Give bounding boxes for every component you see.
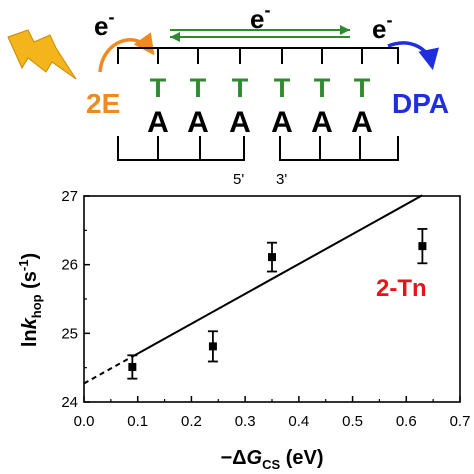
y-axis-label: lnkhop (s-1) — [16, 253, 44, 347]
point-marker — [128, 362, 137, 371]
data-point — [267, 241, 277, 273]
electron-right-label: e- — [372, 10, 392, 44]
x-tick-label: 0.6 — [396, 413, 417, 430]
series-annotation: 2-Tn — [376, 275, 427, 302]
y-tick-label: 24 — [61, 394, 78, 411]
thymine-base: T — [190, 73, 207, 103]
fit-line-solid — [131, 194, 423, 358]
y-axis-ticks: 24 25 26 27 — [61, 188, 90, 411]
adenine-base: A — [271, 106, 293, 139]
x-axis-label: −ΔGCS (eV) — [220, 447, 323, 472]
x-axis-ticks: 0.0 0.1 0.2 0.3 0.4 0.5 0.6 0.7 — [74, 396, 471, 430]
adenine-base: A — [147, 106, 169, 139]
bottom-backbone — [117, 136, 399, 161]
x-tick-label: 0.7 — [450, 413, 471, 430]
five-prime-label: 5' — [233, 171, 244, 188]
data-point — [127, 354, 138, 380]
thymine-base: T — [314, 73, 331, 103]
x-tick-label: 0.2 — [181, 413, 202, 430]
donor-label: 2E — [86, 88, 120, 119]
adenine-base: A — [187, 106, 209, 139]
y-tick-label: 25 — [61, 325, 78, 342]
electron-left-label: e- — [94, 7, 114, 41]
injection-arrow — [98, 32, 155, 73]
y-tick-label: 27 — [61, 188, 78, 205]
trapping-arrow — [387, 41, 439, 71]
electron-middle-label: e- — [250, 0, 270, 34]
thymine-base: T — [232, 73, 249, 103]
y-tick-label: 26 — [61, 257, 78, 274]
x-tick-label: 0.0 — [74, 413, 95, 430]
data-points — [127, 228, 428, 380]
x-tick-label: 0.3 — [235, 413, 256, 430]
adenine-base: A — [229, 106, 251, 139]
data-point — [207, 330, 218, 363]
adenine-base: A — [311, 106, 333, 139]
data-point — [417, 228, 428, 265]
fit-line-extrapolated — [83, 355, 133, 385]
point-marker — [208, 342, 217, 351]
top-backbone — [117, 47, 399, 64]
lightning-bolt-icon — [7, 29, 77, 80]
point-marker — [268, 253, 276, 262]
adenine-base: A — [351, 106, 373, 139]
thymine-base: T — [150, 73, 167, 103]
x-tick-label: 0.1 — [127, 413, 148, 430]
fit-line — [83, 194, 423, 385]
point-marker — [418, 242, 427, 251]
three-prime-label: 3' — [276, 171, 287, 188]
thymine-base: T — [354, 73, 371, 103]
x-tick-label: 0.4 — [288, 413, 309, 430]
x-tick-label: 0.5 — [342, 413, 363, 430]
hopping-arrows — [170, 25, 350, 42]
acceptor-label: DPA — [392, 88, 449, 119]
thymine-base: T — [274, 73, 291, 103]
chart: 0.0 0.1 0.2 0.3 0.4 0.5 0.6 0.7 24 25 26 27 2-Tn −… — [16, 188, 470, 472]
